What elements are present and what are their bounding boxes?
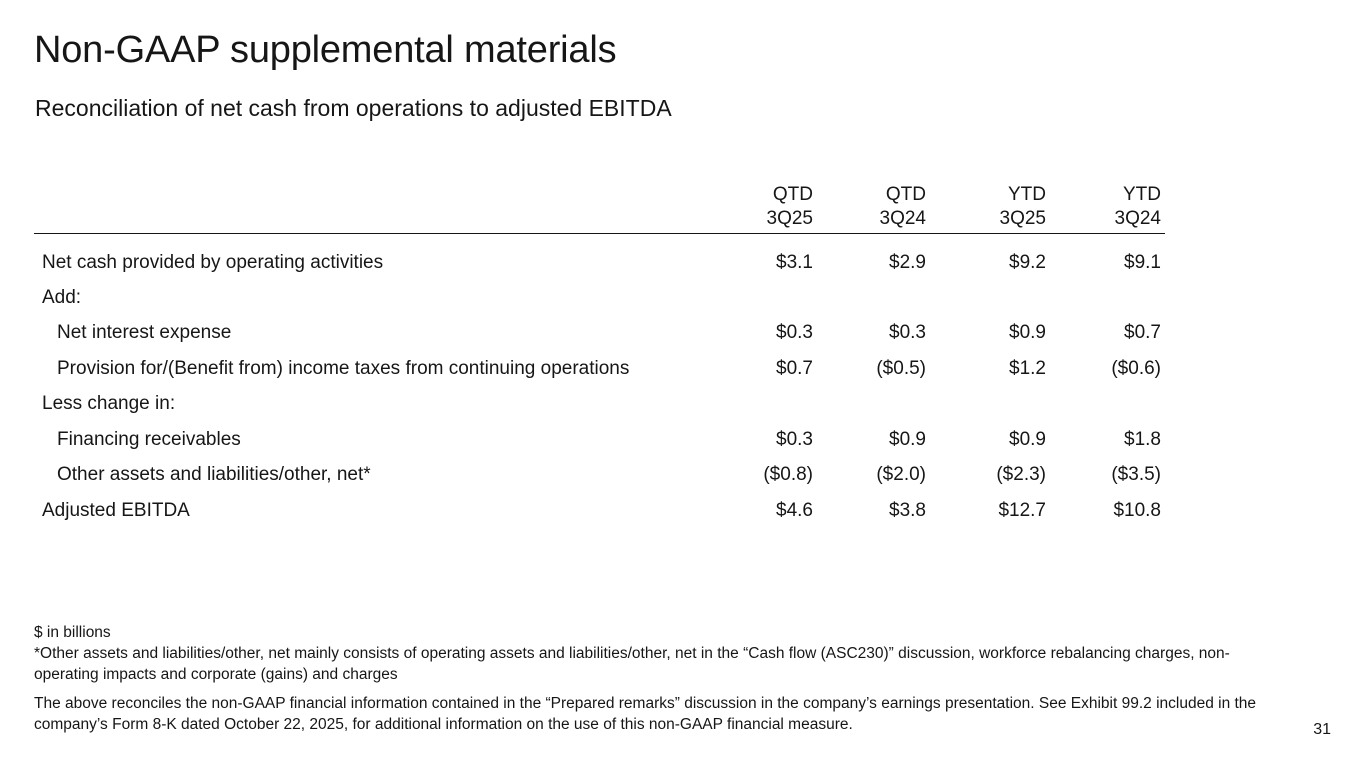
cell-value: $2.9 [889,251,926,273]
header-quarter: 3Q25 [930,207,1050,234]
header-quarter: 3Q24 [1050,207,1165,234]
cell-value: $0.9 [1009,322,1046,344]
cell-value [1050,387,1165,423]
cell-value [701,387,817,423]
cell-value [701,280,817,316]
header-blank [34,207,701,234]
cell-value [1050,280,1165,316]
table-row: Net interest expense $0.3 $0.3 $0.9 $0.7 [34,316,1165,352]
table-body: Net cash provided by operating activitie… [34,234,1165,529]
page-number: 31 [1313,721,1331,738]
cell-value: $12.7 [998,499,1046,521]
header-row-quarter: 3Q25 3Q24 3Q25 3Q24 [34,207,1165,234]
page-title: Non-GAAP supplemental materials [34,29,617,71]
cell-value: $1.2 [1009,357,1046,379]
row-label: Net interest expense [57,322,232,344]
row-label: Financing receivables [57,428,241,450]
reconciliation-table: QTD QTD YTD YTD 3Q25 3Q24 3Q25 3Q24 Net … [34,177,1165,529]
cell-value: $0.7 [776,357,813,379]
table-row: Add: [34,280,1165,316]
header-quarter: 3Q25 [701,207,817,234]
units-note: $ in billions [34,624,111,641]
table-row: Adjusted EBITDA $4.6 $3.8 $12.7 $10.8 [34,493,1165,529]
page-subtitle: Reconciliation of net cash from operatio… [35,95,672,121]
row-label: Net cash provided by operating activitie… [42,251,384,273]
header-period: YTD [1008,184,1046,205]
row-label: Provision for/(Benefit from) income taxe… [57,357,630,379]
table-row: Financing receivables $0.3 $0.9 $0.9 $1.… [34,422,1165,458]
header-period: QTD [772,184,813,205]
row-label: Add: [42,286,82,308]
footnotes: $ in billions *Other assets and liabilit… [34,622,1274,735]
cell-value: ($2.3) [996,464,1046,486]
row-label: Adjusted EBITDA [42,499,190,521]
table-header: QTD QTD YTD YTD 3Q25 3Q24 3Q25 3Q24 [34,177,1165,234]
cell-value [930,387,1050,423]
cell-value: $0.9 [889,428,926,450]
asterisk-footnote: *Other assets and liabilities/other, net… [34,645,1230,683]
cell-value: $4.6 [776,499,813,521]
cell-value: ($2.0) [876,464,926,486]
cell-value: $3.1 [776,251,813,273]
non-gaap-disclaimer: The above reconciles the non-GAAP financ… [34,695,1257,733]
cell-value: $10.8 [1113,499,1161,521]
table-row: Other assets and liabilities/other, net*… [34,458,1165,494]
header-period: YTD [1123,184,1161,205]
header-blank [34,177,701,207]
cell-value: $0.3 [889,322,926,344]
cell-value: $0.9 [1009,428,1046,450]
header-row-period: QTD QTD YTD YTD [34,177,1165,207]
cell-value: $3.8 [889,499,926,521]
cell-value: $0.3 [776,428,813,450]
header-period: QTD [885,184,926,205]
cell-value: ($0.8) [763,464,813,486]
cell-value: ($0.5) [876,357,926,379]
header-quarter: 3Q24 [817,207,930,234]
cell-value: $9.2 [1009,251,1046,273]
cell-value [930,280,1050,316]
reconciliation-table-container: QTD QTD YTD YTD 3Q25 3Q24 3Q25 3Q24 Net … [34,177,1165,529]
row-label: Other assets and liabilities/other, net* [57,464,371,486]
cell-value: $0.3 [776,322,813,344]
table-row: Provision for/(Benefit from) income taxe… [34,351,1165,387]
cell-value: ($3.5) [1111,464,1161,486]
cell-value: $0.7 [1124,322,1161,344]
table-row: Net cash provided by operating activitie… [34,234,1165,281]
cell-value [817,387,930,423]
cell-value: ($0.6) [1111,357,1161,379]
cell-value: $1.8 [1124,428,1161,450]
table-row: Less change in: [34,387,1165,423]
row-label: Less change in: [42,393,176,415]
cell-value: $9.1 [1124,251,1161,273]
cell-value [817,280,930,316]
